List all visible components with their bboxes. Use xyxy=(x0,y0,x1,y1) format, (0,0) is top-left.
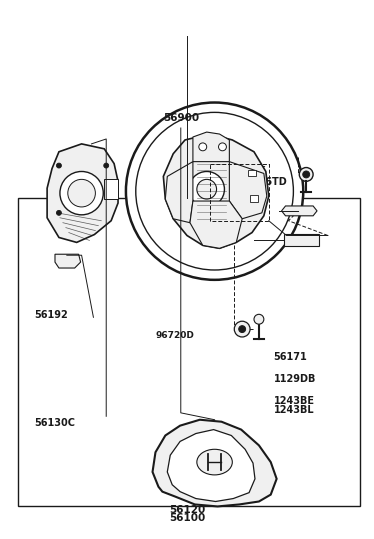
Text: 1243BE: 1243BE xyxy=(274,396,315,406)
Circle shape xyxy=(56,163,61,168)
Circle shape xyxy=(199,143,207,151)
Text: 56100: 56100 xyxy=(169,513,205,523)
Text: 1129DB: 1129DB xyxy=(274,374,316,384)
Text: 96720D: 96720D xyxy=(156,331,194,340)
Bar xyxy=(18,198,360,506)
Circle shape xyxy=(299,168,313,181)
Bar xyxy=(248,169,256,176)
Circle shape xyxy=(218,143,226,151)
Polygon shape xyxy=(167,430,255,501)
Text: 56171: 56171 xyxy=(274,352,307,362)
Polygon shape xyxy=(47,144,118,243)
Polygon shape xyxy=(153,420,277,507)
Text: 56900: 56900 xyxy=(163,113,199,123)
Circle shape xyxy=(56,210,61,215)
Circle shape xyxy=(136,112,293,270)
Circle shape xyxy=(189,171,224,207)
Polygon shape xyxy=(163,134,269,248)
Text: 56192: 56192 xyxy=(34,309,68,320)
Polygon shape xyxy=(165,162,193,223)
Circle shape xyxy=(126,102,303,280)
Circle shape xyxy=(197,179,217,199)
Bar xyxy=(104,179,118,199)
Polygon shape xyxy=(55,254,81,268)
Circle shape xyxy=(234,321,250,337)
Text: 56130C: 56130C xyxy=(34,418,75,429)
Polygon shape xyxy=(282,206,317,216)
Ellipse shape xyxy=(197,450,232,475)
Circle shape xyxy=(60,171,103,215)
Text: 1360GK: 1360GK xyxy=(224,166,266,176)
Polygon shape xyxy=(229,162,267,219)
Text: 1243BL: 1243BL xyxy=(274,405,314,415)
Bar xyxy=(283,233,319,246)
Text: 56120: 56120 xyxy=(169,505,205,515)
Polygon shape xyxy=(190,201,242,248)
Circle shape xyxy=(239,326,246,333)
Circle shape xyxy=(68,179,95,207)
Circle shape xyxy=(254,314,264,324)
Bar xyxy=(250,195,258,202)
Polygon shape xyxy=(193,132,229,162)
Text: 1346TD: 1346TD xyxy=(246,177,288,187)
Circle shape xyxy=(104,163,109,168)
Circle shape xyxy=(303,171,310,178)
